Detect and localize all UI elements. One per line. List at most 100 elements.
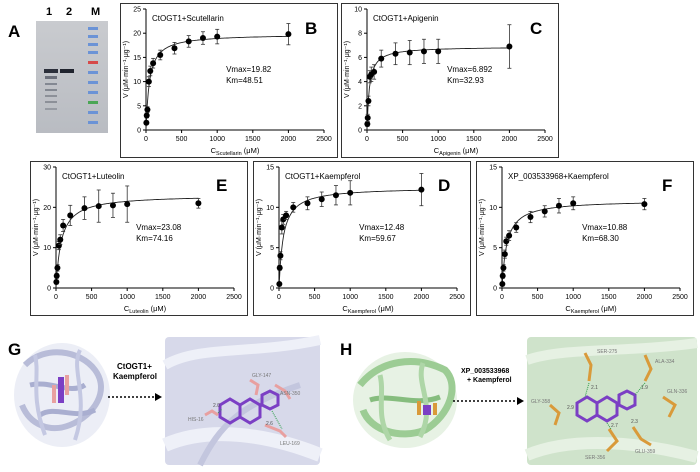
data-point xyxy=(304,200,311,207)
x-axis-label: CLuteolin (μM) xyxy=(124,304,167,315)
y-tick-label: 15 xyxy=(266,165,274,172)
data-point xyxy=(406,49,413,56)
panel-letter-a: A xyxy=(8,22,21,41)
x-axis-label: CKaempferol (μM) xyxy=(342,304,394,315)
y-tick-label: 0 xyxy=(493,286,497,293)
data-point xyxy=(555,202,562,209)
x-tick-label: 2000 xyxy=(502,136,518,143)
y-tick-label: 5 xyxy=(493,245,497,252)
data-point xyxy=(332,192,339,199)
data-point xyxy=(109,202,116,209)
bond-length-h-3: 2.9 xyxy=(567,405,574,411)
data-point xyxy=(53,278,60,285)
arrow-label-g-1: CtOGT1+ xyxy=(117,362,152,371)
panel-letter-g: G xyxy=(8,340,22,359)
y-axis-label: V (μM·min⁻¹·μg⁻¹) xyxy=(33,199,40,256)
residue-label-g-3: HIS-16 xyxy=(188,417,204,423)
data-point xyxy=(214,33,221,40)
residue-label-h-5: SER-356 xyxy=(585,455,606,461)
data-point xyxy=(570,200,577,207)
panel-letter-e: E xyxy=(216,176,228,195)
data-point xyxy=(371,68,378,75)
y-tick-label: 8 xyxy=(358,31,362,38)
x-tick-label: 0 xyxy=(500,294,504,301)
data-point xyxy=(157,51,164,58)
data-point xyxy=(276,264,283,271)
chart-f-xp-kaempferol: 0 500 1000 1500 2000 2500 0 5 10 15 V (μM·min⁻¹·μg… xyxy=(476,161,694,316)
data-point xyxy=(392,50,399,57)
data-point xyxy=(378,55,385,62)
data-point xyxy=(60,222,67,229)
y-tick-label: 10 xyxy=(43,245,51,252)
x-tick-label: 500 xyxy=(397,136,409,143)
x-tick-label: 500 xyxy=(532,294,544,301)
y-tick-label: 15 xyxy=(489,165,497,172)
bond-length-g-2: 2.6 xyxy=(266,421,273,427)
x-tick-label: 0 xyxy=(144,136,148,143)
binding-site-zoom-h: SER-275 ALA-334 GLN-336 GLU-359 SER-356 … xyxy=(524,337,699,465)
x-tick-label: 2500 xyxy=(449,294,465,301)
data-point xyxy=(501,251,508,258)
residue-label-g-1: GLY-147 xyxy=(252,373,271,379)
chart-frame xyxy=(120,3,338,158)
x-tick-label: 2000 xyxy=(637,294,653,301)
chart-c-apigenin: 0 500 1000 1500 2000 2500 0 2 4 6 8 10 V (μM·min⁻¹·μ… xyxy=(341,3,559,158)
data-point xyxy=(499,272,506,279)
x-tick-label: 1500 xyxy=(245,136,261,143)
x-axis-label: CKaempferol (μM) xyxy=(565,304,617,315)
chart-title: XP_003533968+Kaempferol xyxy=(508,172,609,181)
y-axis-label: V (μM·min⁻¹·μg⁻¹) xyxy=(123,41,130,98)
arrow-label-g-2: Kaempferol xyxy=(113,372,157,381)
x-tick-label: 2000 xyxy=(281,136,297,143)
panel-letter-b: B xyxy=(305,19,318,38)
data-point xyxy=(143,112,150,119)
x-tick-label: 500 xyxy=(309,294,321,301)
data-point xyxy=(199,35,206,42)
x-tick-label: 1000 xyxy=(209,136,225,143)
chart-title: CtOGT1+Apigenin xyxy=(373,14,439,23)
y-axis-label: V (μM·min⁻¹·μg⁻¹) xyxy=(256,199,263,256)
x-tick-label: 1500 xyxy=(155,294,171,301)
data-point xyxy=(347,189,354,196)
vmax-label: Vmax=23.08 xyxy=(136,223,182,232)
gel-image xyxy=(36,21,108,133)
x-tick-label: 2500 xyxy=(537,136,553,143)
y-tick-label: 2 xyxy=(358,103,362,110)
x-tick-label: 2500 xyxy=(316,136,332,143)
km-label: Km=59.67 xyxy=(359,234,396,243)
y-tick-label: 10 xyxy=(489,205,497,212)
data-point xyxy=(81,205,88,212)
data-point xyxy=(57,236,64,243)
residue-label-h-4: GLU-359 xyxy=(635,449,656,455)
chart-d-kaempferol: 0 500 1000 1500 2000 2500 0 5 10 15 V (μM·min⁻¹·μg… xyxy=(253,161,471,316)
western-blot-gel: 1 2 M xyxy=(36,3,116,138)
data-point xyxy=(503,238,510,245)
y-tick-label: 15 xyxy=(133,55,141,62)
y-tick-label: 4 xyxy=(358,79,362,86)
y-tick-label: 20 xyxy=(133,31,141,38)
km-label: Km=68.30 xyxy=(582,234,619,243)
data-point xyxy=(513,224,520,231)
y-tick-label: 0 xyxy=(270,286,274,293)
data-point xyxy=(285,31,292,38)
chart-title: CtOGT1+Luteolin xyxy=(62,172,124,181)
structure-h-svg: XP_003533968 + Kaempferol SER-275 ALA-33… xyxy=(353,337,699,465)
y-tick-label: 0 xyxy=(47,286,51,293)
gel-lane-label-m: M xyxy=(91,6,101,18)
x-tick-label: 1000 xyxy=(119,294,135,301)
y-tick-label: 6 xyxy=(358,55,362,62)
residue-label-h-2: ALA-334 xyxy=(655,359,675,365)
bond-length-g-1: 2.0 xyxy=(213,403,220,409)
chart-title: CtOGT1+Kaempferol xyxy=(285,172,361,181)
data-point xyxy=(278,224,285,231)
chart-b-scutellarin: 0 500 1000 1500 2000 2500 0 5 10 15 20 25 V (μM·min⁻… xyxy=(120,3,338,158)
fit-curve xyxy=(501,202,645,289)
panel-letter-h: H xyxy=(340,340,353,359)
data-point xyxy=(527,214,534,221)
y-tick-label: 5 xyxy=(137,103,141,110)
y-axis-label: V (μM·min⁻¹·μg⁻¹) xyxy=(479,199,486,256)
y-tick-label: 5 xyxy=(270,245,274,252)
x-tick-label: 1000 xyxy=(342,294,358,301)
x-tick-label: 1500 xyxy=(378,294,394,301)
data-point xyxy=(499,280,506,287)
